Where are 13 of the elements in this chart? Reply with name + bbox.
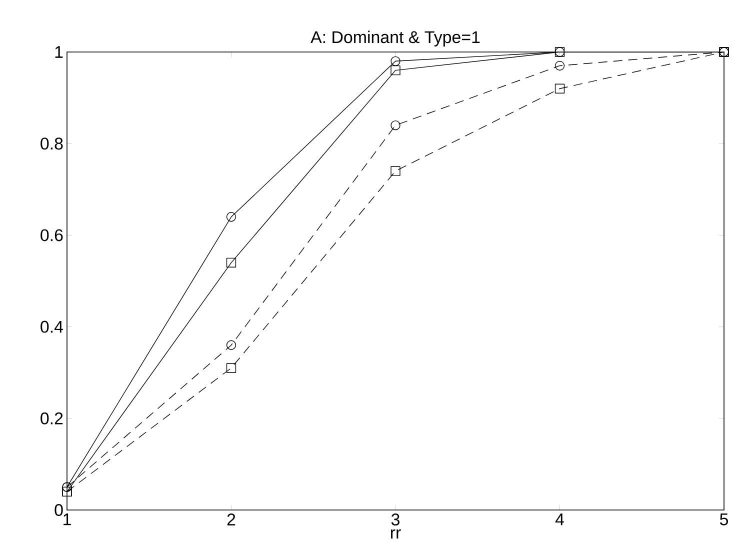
x-tick-label: 3 [391, 514, 400, 526]
chart-title: A: Dominant & Type=1 [310, 30, 480, 46]
y-tick-label: 0.4 [40, 320, 63, 333]
y-tick-label: 0.2 [40, 412, 63, 424]
x-tick-label: 2 [227, 514, 236, 526]
x-tick-label: 1 [64, 514, 71, 526]
y-tick-label: 1 [55, 46, 63, 58]
y-tick-label: 0.8 [40, 138, 63, 150]
x-tick-label: 4 [555, 514, 564, 526]
x-tick-label: 5 [720, 514, 728, 526]
y-tick-label: 0 [54, 504, 63, 516]
x-axis-title: rr [390, 529, 401, 538]
y-tick-label: 0.6 [40, 229, 63, 242]
